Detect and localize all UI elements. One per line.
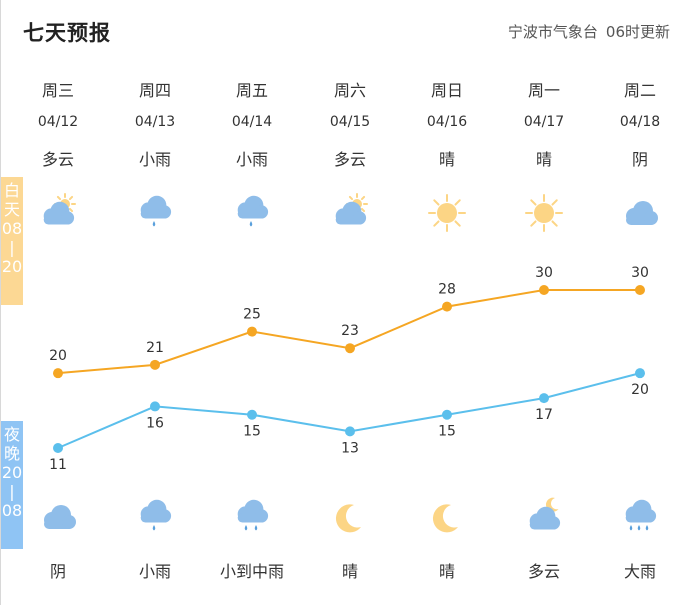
light-rain-icon — [135, 497, 175, 537]
partly-cloudy-day-icon — [38, 193, 78, 233]
weekday-label: 周二 — [623, 81, 656, 100]
high-temp-label: 30 — [631, 265, 649, 281]
day-weather-label: 多云 — [333, 150, 366, 169]
high-temp-label: 20 — [49, 348, 67, 364]
low-temp-label: 20 — [631, 382, 649, 398]
night-weather-label: 大雨 — [623, 562, 656, 581]
day-badge-char: 20 — [1, 257, 23, 276]
high-temp-point — [442, 301, 452, 312]
date-label: 04/18 — [619, 114, 661, 130]
night-badge-char: 夜 — [3, 425, 20, 444]
low-temp-point — [635, 368, 645, 379]
low-temp-label: 16 — [146, 415, 164, 431]
high-temp-label: 28 — [438, 282, 456, 298]
day-weather-label: 小雨 — [138, 150, 171, 169]
date-label: 04/12 — [37, 114, 79, 130]
night-badge-char: 晚 — [3, 444, 20, 463]
high-temp-label: 25 — [243, 307, 261, 323]
weekday-label: 周六 — [333, 81, 366, 100]
high-temp-point — [150, 359, 160, 370]
low-temp-point — [247, 409, 257, 420]
partly-cloudy-day-icon — [330, 193, 370, 233]
low-temp-label: 15 — [243, 424, 261, 440]
date-label: 04/13 — [134, 114, 176, 130]
light-rain-icon — [232, 193, 272, 233]
day-badge-char: 天 — [3, 200, 20, 219]
day-weather-label: 晴 — [535, 150, 552, 169]
low-temp-point — [150, 401, 160, 412]
date-label: 04/16 — [426, 114, 468, 130]
update-time: 06时更新 — [605, 23, 670, 41]
low-temp-label: 11 — [49, 457, 67, 473]
high-temp-label: 23 — [341, 323, 359, 339]
low-temp-point — [345, 426, 355, 437]
low-temp-label: 15 — [438, 424, 456, 440]
sun-icon — [524, 193, 564, 233]
cloud-icon — [620, 193, 660, 233]
night-weather-label: 多云 — [527, 562, 560, 581]
high-temp-point — [635, 285, 645, 295]
day-badge-char: 08 — [1, 219, 23, 238]
day-weather-label: 阴 — [631, 150, 648, 169]
night-weather-label: 阴 — [49, 562, 66, 581]
night-weather-label: 晴 — [438, 562, 455, 581]
source-name: 宁波市气象台 — [507, 23, 598, 41]
night-weather-label: 小到中雨 — [219, 562, 284, 581]
weekday-label: 周五 — [235, 81, 268, 100]
left-border — [0, 0, 1, 605]
weekday-label: 周三 — [41, 81, 74, 100]
low-temp-label: 17 — [535, 407, 553, 423]
high-temp-label: 30 — [535, 265, 553, 281]
low-temp-label: 13 — [341, 440, 359, 456]
day-weather-label: 多云 — [41, 150, 74, 169]
low-temp-point — [53, 443, 63, 453]
weekday-label: 周日 — [430, 81, 463, 100]
low-temp-point — [442, 409, 452, 420]
high-temp-point — [539, 285, 549, 295]
moderate-rain-icon — [232, 497, 272, 537]
night-badge-char: 20 — [1, 463, 23, 482]
day-weather-label: 晴 — [438, 150, 455, 169]
day-badge: 白 天 08 | 20 — [1, 177, 23, 305]
date-label: 04/15 — [329, 114, 371, 130]
night-badge-char: 08 — [1, 501, 23, 520]
low-temp-point — [539, 393, 549, 404]
night-badge-char: | — [9, 482, 15, 501]
high-temp-point — [247, 326, 257, 337]
date-label: 04/17 — [523, 114, 565, 130]
day-badge-char: 白 — [3, 181, 20, 200]
moon-icon — [330, 497, 370, 537]
forecast-source: 宁波市气象台 06时更新 — [508, 21, 670, 42]
night-badge: 夜 晚 20 | 08 — [1, 421, 23, 549]
moon-icon — [427, 497, 467, 537]
sun-icon — [427, 193, 467, 233]
page-title: 七天预报 — [23, 21, 111, 45]
light-rain-icon — [135, 193, 175, 233]
high-temp-point — [345, 343, 355, 354]
night-weather-label: 晴 — [341, 562, 358, 581]
day-badge-char: | — [9, 238, 15, 257]
partly-cloudy-night-icon — [524, 497, 564, 537]
high-temp-label: 21 — [146, 340, 164, 356]
high-temp-point — [53, 368, 63, 379]
weekday-label: 周一 — [527, 81, 560, 100]
day-weather-label: 小雨 — [235, 150, 268, 169]
night-weather-label: 小雨 — [138, 562, 171, 581]
heavy-rain-icon — [620, 497, 660, 537]
date-label: 04/14 — [231, 114, 273, 130]
weekday-label: 周四 — [138, 81, 171, 100]
cloud-icon — [38, 497, 78, 537]
